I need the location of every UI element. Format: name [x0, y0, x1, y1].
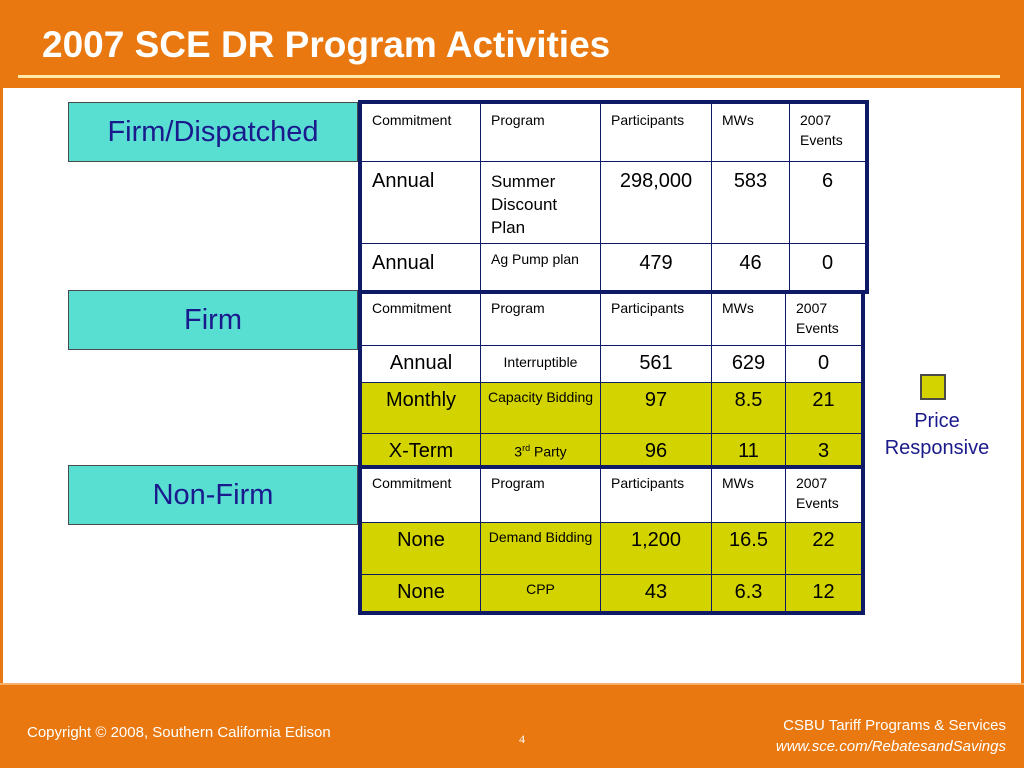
table-firm-dispatched: Commitment Program Participants MWs 2007…: [358, 100, 869, 294]
slide-title: 2007 SCE DR Program Activities: [42, 24, 611, 65]
legend-swatch-price-responsive: [920, 374, 946, 400]
cell-commitment: Annual: [361, 161, 481, 244]
header-mws: MWs: [711, 293, 786, 346]
cell-participants: 479: [600, 243, 712, 291]
cell-mws: 46: [711, 243, 790, 291]
cell-program: Capacity Bidding: [480, 382, 601, 434]
program-ordinal: 3: [514, 443, 523, 460]
header-events: 2007 Events: [789, 103, 866, 162]
cell-program: Ag Pump plan: [480, 243, 601, 291]
footer-bar: [0, 683, 1024, 768]
cell-events: 22: [785, 522, 862, 575]
cell-program: CPP: [480, 574, 601, 612]
header-events: 2007 Events: [785, 293, 862, 346]
table-non-firm: Commitment Program Participants MWs 2007…: [358, 465, 865, 615]
footer-copyright: Copyright © 2008, Southern California Ed…: [27, 724, 331, 741]
cell-mws: 583: [711, 161, 790, 244]
cell-commitment: None: [361, 574, 481, 612]
cell-events: 0: [785, 345, 862, 383]
page-number: 4: [519, 732, 525, 746]
program-ordinal-suffix: rd: [522, 443, 531, 453]
footer-divider: [0, 683, 1024, 685]
table-row: X-Term 3rd Party 96 11 3: [361, 433, 862, 471]
cell-events: 6: [789, 161, 866, 244]
cell-events: 0: [789, 243, 866, 291]
section-label-non-firm: Non-Firm: [68, 465, 358, 525]
cell-participants: 298,000: [600, 161, 712, 244]
header-events: 2007 Events: [785, 468, 862, 523]
footer-org: CSBU Tariff Programs & Services: [783, 717, 1006, 734]
cell-mws: 8.5: [711, 382, 786, 434]
table-row: None CPP 43 6.3 12: [361, 574, 862, 612]
program-name: Party: [530, 443, 567, 460]
header-program: Program: [480, 468, 601, 523]
table-firm: Commitment Program Participants MWs 2007…: [358, 290, 865, 474]
cell-events: 12: [785, 574, 862, 612]
cell-mws: 11: [711, 433, 786, 471]
table-row: Annual Ag Pump plan 479 46 0: [361, 243, 866, 291]
cell-commitment: Annual: [361, 345, 481, 383]
table-header-row: Commitment Program Participants MWs 2007…: [361, 103, 866, 162]
title-underline: [18, 75, 1000, 78]
header-program: Program: [480, 293, 601, 346]
header-commitment: Commitment: [361, 468, 481, 523]
header-participants: Participants: [600, 468, 712, 523]
header-commitment: Commitment: [361, 293, 481, 346]
table-header-row: Commitment Program Participants MWs 2007…: [361, 293, 862, 346]
cell-mws: 6.3: [711, 574, 786, 612]
header-participants: Participants: [600, 293, 712, 346]
table-row: None Demand Bidding 1,200 16.5 22: [361, 522, 862, 575]
header-mws: MWs: [711, 103, 790, 162]
table-row: Annual Interruptible 561 629 0: [361, 345, 862, 383]
cell-commitment: X-Term: [361, 433, 481, 471]
table-header-row: Commitment Program Participants MWs 2007…: [361, 468, 862, 523]
table-row: Monthly Capacity Bidding 97 8.5 21: [361, 382, 862, 434]
cell-participants: 1,200: [600, 522, 712, 575]
header-mws: MWs: [711, 468, 786, 523]
cell-program: Interruptible: [480, 345, 601, 383]
cell-program: Summer Discount Plan: [480, 161, 601, 244]
section-label-firm-dispatched: Firm/Dispatched: [68, 102, 358, 162]
cell-program: Demand Bidding: [480, 522, 601, 575]
table-row: Annual Summer Discount Plan 298,000 583 …: [361, 161, 866, 244]
title-bar: 2007 SCE DR Program Activities: [0, 0, 1024, 88]
cell-participants: 561: [600, 345, 712, 383]
cell-events: 21: [785, 382, 862, 434]
cell-mws: 16.5: [711, 522, 786, 575]
footer-url-link[interactable]: www.sce.com/RebatesandSavings: [775, 738, 1006, 755]
section-label-firm: Firm: [68, 290, 358, 350]
cell-commitment: None: [361, 522, 481, 575]
cell-mws: 629: [711, 345, 786, 383]
footer-right-block: CSBU Tariff Programs & Services www.sce.…: [776, 715, 1006, 757]
header-participants: Participants: [600, 103, 712, 162]
header-commitment: Commitment: [361, 103, 481, 162]
cell-commitment: Annual: [361, 243, 481, 291]
cell-commitment: Monthly: [361, 382, 481, 434]
cell-participants: 97: [600, 382, 712, 434]
cell-participants: 43: [600, 574, 712, 612]
legend-label-price-responsive: Price Responsive: [884, 410, 990, 459]
cell-events: 3: [785, 433, 862, 471]
header-program: Program: [480, 103, 601, 162]
